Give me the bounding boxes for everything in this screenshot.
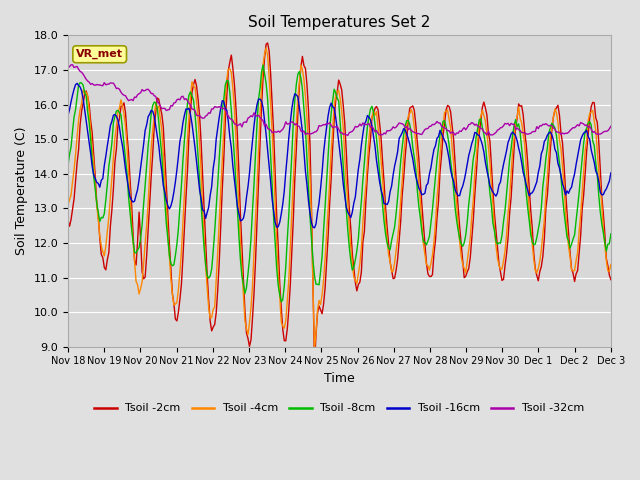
Tsoil -8cm bbox=[64, 163, 72, 168]
Tsoil -8cm bbox=[305, 186, 312, 192]
Tsoil -16cm bbox=[64, 112, 72, 118]
Tsoil -2cm bbox=[303, 82, 311, 87]
Tsoil -16cm bbox=[607, 170, 614, 176]
Tsoil -4cm bbox=[607, 262, 614, 267]
Tsoil -8cm bbox=[277, 299, 285, 305]
Tsoil -2cm bbox=[264, 40, 271, 46]
Tsoil -4cm bbox=[244, 332, 252, 337]
Tsoil -8cm bbox=[580, 140, 588, 146]
Tsoil -2cm bbox=[253, 218, 261, 224]
Tsoil -16cm bbox=[580, 130, 588, 136]
Tsoil -2cm bbox=[226, 60, 234, 65]
Tsoil -4cm bbox=[131, 259, 138, 264]
Line: Tsoil -4cm: Tsoil -4cm bbox=[68, 48, 611, 348]
Tsoil -32cm bbox=[64, 65, 72, 71]
Tsoil -4cm bbox=[262, 45, 270, 51]
Tsoil -32cm bbox=[255, 112, 262, 118]
Text: VR_met: VR_met bbox=[76, 49, 123, 60]
Tsoil -4cm bbox=[580, 168, 588, 174]
Tsoil -2cm bbox=[580, 192, 588, 198]
Tsoil -2cm bbox=[131, 258, 138, 264]
Tsoil -4cm bbox=[303, 115, 311, 121]
Tsoil -2cm bbox=[64, 218, 72, 224]
Tsoil -32cm bbox=[227, 117, 235, 122]
Tsoil -32cm bbox=[303, 130, 311, 136]
Tsoil -2cm bbox=[310, 360, 318, 366]
Tsoil -16cm bbox=[303, 182, 311, 188]
Tsoil -32cm bbox=[607, 123, 614, 129]
Tsoil -8cm bbox=[244, 271, 252, 277]
Tsoil -2cm bbox=[244, 336, 252, 341]
Tsoil -4cm bbox=[226, 66, 234, 72]
Line: Tsoil -16cm: Tsoil -16cm bbox=[68, 84, 611, 228]
Line: Tsoil -8cm: Tsoil -8cm bbox=[68, 65, 611, 302]
Tsoil -8cm bbox=[226, 90, 234, 96]
Tsoil -8cm bbox=[253, 120, 261, 126]
Line: Tsoil -32cm: Tsoil -32cm bbox=[68, 65, 611, 135]
Tsoil -16cm bbox=[310, 225, 318, 231]
Tsoil -4cm bbox=[64, 202, 72, 208]
Tsoil -8cm bbox=[259, 62, 267, 68]
Tsoil -32cm bbox=[580, 121, 588, 127]
Legend: Tsoil -2cm, Tsoil -4cm, Tsoil -8cm, Tsoil -16cm, Tsoil -32cm: Tsoil -2cm, Tsoil -4cm, Tsoil -8cm, Tsoi… bbox=[90, 399, 589, 418]
Tsoil -32cm bbox=[68, 62, 76, 68]
Tsoil -16cm bbox=[73, 81, 81, 86]
Tsoil -4cm bbox=[253, 182, 261, 188]
Title: Soil Temperatures Set 2: Soil Temperatures Set 2 bbox=[248, 15, 431, 30]
Tsoil -8cm bbox=[131, 249, 138, 255]
Tsoil -4cm bbox=[310, 346, 318, 351]
Tsoil -32cm bbox=[344, 132, 351, 138]
X-axis label: Time: Time bbox=[324, 372, 355, 385]
Tsoil -8cm bbox=[607, 231, 614, 237]
Tsoil -16cm bbox=[132, 192, 140, 198]
Y-axis label: Soil Temperature (C): Soil Temperature (C) bbox=[15, 127, 28, 255]
Line: Tsoil -2cm: Tsoil -2cm bbox=[68, 43, 611, 363]
Tsoil -16cm bbox=[246, 170, 253, 176]
Tsoil -16cm bbox=[227, 145, 235, 151]
Tsoil -2cm bbox=[607, 277, 614, 283]
Tsoil -32cm bbox=[246, 114, 253, 120]
Tsoil -32cm bbox=[132, 95, 140, 100]
Tsoil -16cm bbox=[255, 96, 262, 102]
